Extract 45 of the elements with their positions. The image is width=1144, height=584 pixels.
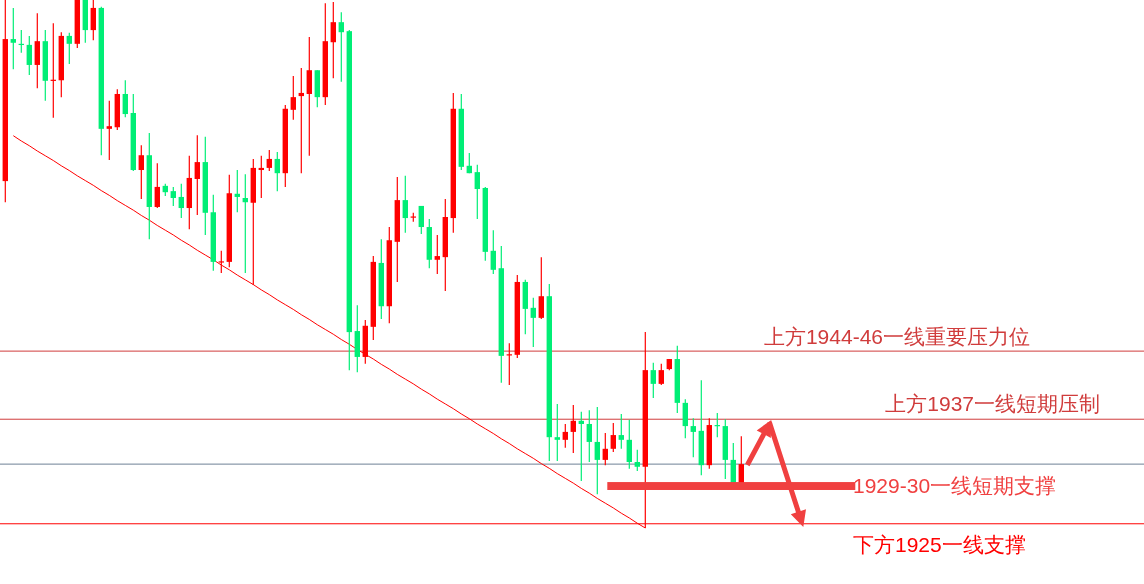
candlestick	[554, 403, 560, 462]
candlestick	[122, 79, 128, 118]
candlestick	[434, 234, 440, 275]
candlestick	[258, 155, 264, 199]
candlestick	[618, 413, 624, 450]
candlestick	[10, 7, 16, 70]
candlestick	[178, 183, 184, 219]
candlestick	[306, 36, 312, 157]
candlestick	[194, 134, 200, 216]
candlestick	[626, 419, 632, 470]
candlestick	[170, 186, 176, 207]
ref-line-label: 下方1925一线支撑	[853, 532, 1026, 556]
candlestick	[530, 297, 536, 348]
candlestick	[274, 151, 280, 192]
candlestick	[34, 12, 40, 89]
ref-line-label: 上方1944-46一线重要压力位	[763, 325, 1030, 349]
candlestick	[562, 423, 568, 449]
candlestick	[338, 11, 344, 83]
candlestick	[266, 149, 272, 172]
candlestick	[682, 398, 688, 439]
candlestick	[634, 449, 640, 472]
candlestick	[690, 417, 696, 458]
candlestick	[650, 362, 656, 399]
candlestick	[418, 205, 424, 235]
candlestick	[26, 35, 32, 76]
candlestick	[106, 100, 112, 161]
candlestick	[154, 162, 160, 209]
candlestick	[538, 256, 544, 320]
candlestick	[490, 229, 496, 275]
candlestick	[66, 32, 72, 65]
candlestick	[610, 422, 616, 453]
candlestick	[658, 363, 664, 386]
candlestick	[602, 432, 608, 466]
candlestick	[138, 144, 144, 200]
candlestick	[90, 0, 96, 41]
candlestick	[330, 1, 336, 79]
candlestick	[290, 75, 296, 121]
band-label: 1929-30一线短期支撑	[853, 474, 1057, 498]
candlestick	[594, 406, 600, 495]
candlestick	[586, 409, 592, 463]
candlestick	[218, 250, 224, 274]
candlestick	[570, 404, 576, 454]
candlestick	[402, 175, 408, 234]
ref-line-label: 上方1937一线短期压制	[885, 392, 1100, 416]
candlestick	[474, 164, 480, 220]
